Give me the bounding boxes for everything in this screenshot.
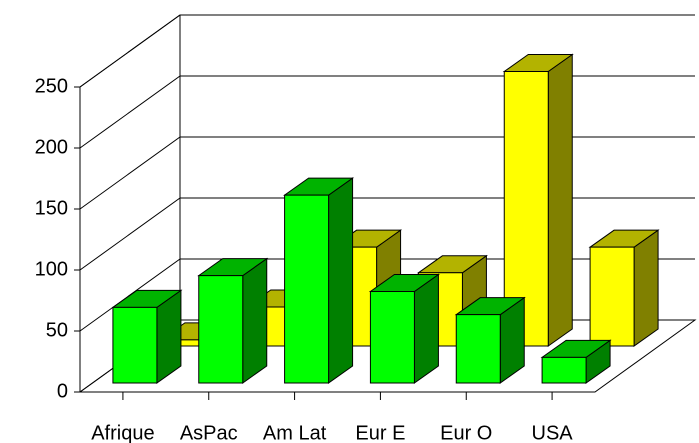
bar-front — [198, 275, 244, 384]
bar-front — [369, 291, 415, 384]
bar — [368, 273, 440, 384]
x-tick-label: Eur E — [355, 422, 405, 443]
bar-front — [284, 194, 330, 384]
bar — [540, 339, 612, 384]
y-tick-label: 200 — [35, 136, 68, 158]
bar-side — [328, 177, 354, 384]
x-tick-label: Afrique — [91, 422, 154, 443]
x-tick-label: USA — [532, 422, 574, 443]
bar-front — [541, 356, 587, 384]
y-tick-label: 0 — [57, 380, 68, 402]
bar — [502, 53, 574, 347]
y-tick-label: 150 — [35, 197, 68, 219]
bar-side — [413, 273, 439, 384]
bar-front — [112, 306, 158, 384]
bar-front — [455, 314, 501, 384]
y-tick-label: 250 — [35, 75, 68, 97]
bar — [588, 229, 660, 347]
bar-front — [503, 71, 549, 347]
bar — [111, 289, 183, 384]
bar — [454, 296, 526, 384]
x-tick-label: Eur O — [440, 422, 492, 443]
bar-side — [633, 229, 659, 347]
bar-side — [547, 53, 573, 347]
bar — [197, 257, 269, 384]
bar-front — [589, 246, 635, 347]
x-tick-label: AsPac — [180, 422, 238, 443]
grid-line — [79, 14, 695, 88]
y-tick-label: 50 — [46, 319, 68, 341]
bar-side — [242, 257, 268, 384]
bar — [283, 177, 355, 384]
x-tick-label: Am Lat — [263, 422, 327, 443]
y-tick-label: 100 — [35, 258, 68, 280]
